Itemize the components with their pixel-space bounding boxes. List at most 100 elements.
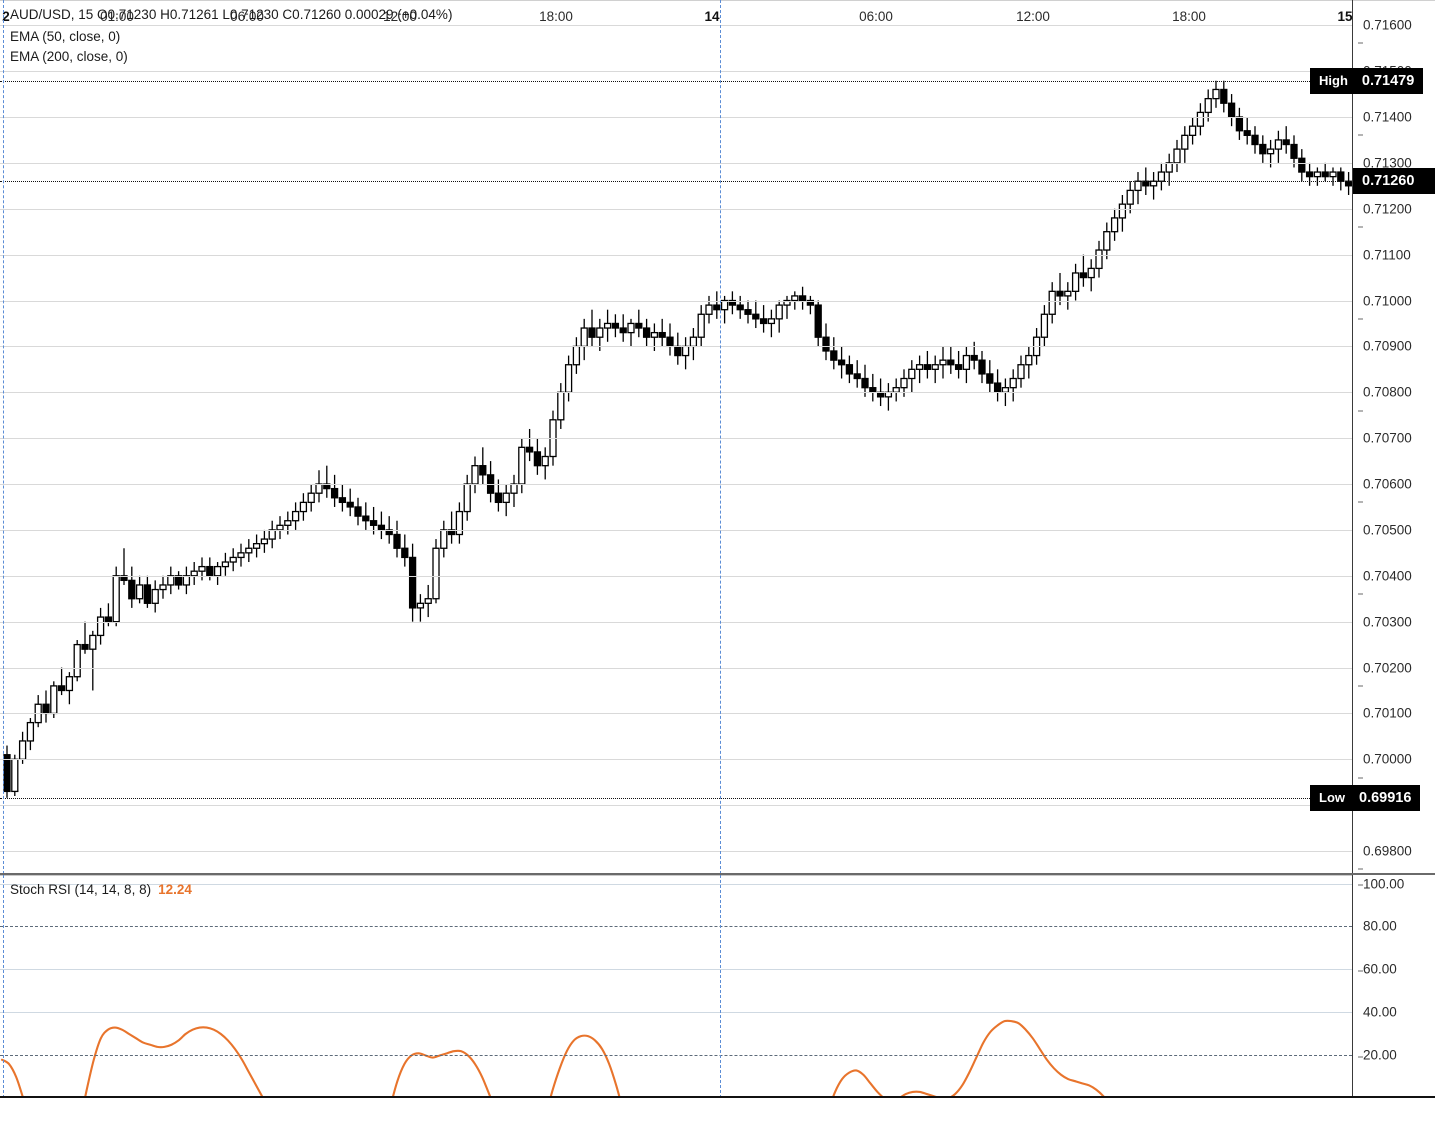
candle-body-up	[502, 492, 510, 504]
ema200-legend[interactable]: EMA (200, close, 0)	[10, 49, 128, 64]
candle-body-up	[463, 483, 471, 513]
candle-body-up	[182, 575, 191, 586]
candle-body-down	[174, 575, 183, 586]
candle-body-down	[642, 327, 651, 338]
time-axis[interactable]: 2 01:00 06:00 12:00 18:00 14 06:00 12:00 18:00 15	[0, 0, 1435, 35]
candle-body-up	[112, 575, 120, 623]
low-price-badge: Low 0.69916	[1310, 784, 1421, 811]
day-separator	[720, 875, 721, 1098]
candle-body-up	[518, 446, 526, 485]
candle-body-up	[564, 364, 573, 393]
axis-tick	[1358, 42, 1363, 44]
candle-body-up	[291, 510, 300, 522]
candle-body-down	[525, 446, 534, 453]
candle-body-up	[1064, 290, 1072, 297]
gridline	[0, 713, 1352, 715]
candle-body-up	[159, 584, 167, 591]
candle-body-down	[861, 377, 869, 389]
candle-body-up	[1196, 111, 1205, 127]
pane-separator[interactable]	[0, 873, 1435, 875]
time-axis-time-label: 18:00	[1172, 9, 1206, 24]
candle-body-up	[1126, 189, 1134, 205]
candle-body-down	[1227, 102, 1236, 118]
candle-body-up	[1266, 148, 1275, 155]
candle-body-down	[752, 313, 760, 320]
candle-body-down	[362, 515, 370, 522]
rsi-bottom-border	[0, 1096, 1435, 1098]
candle-body-down	[713, 304, 721, 311]
gridline	[0, 667, 1352, 669]
time-axis-time-label: 06:00	[230, 9, 264, 24]
candle-body-down	[744, 309, 752, 315]
price-axis-label: 0.70400	[1363, 568, 1412, 584]
rsi-gridline	[0, 1012, 1352, 1014]
candle-body-down	[666, 336, 674, 348]
high-badge-tag: High	[1319, 73, 1348, 89]
candle-body-up	[697, 313, 705, 338]
rsi-axis-label: 60.00	[1358, 962, 1397, 1058]
price-plot-area[interactable]	[0, 0, 1352, 874]
candle-body-down	[533, 451, 542, 467]
candle-body-up	[229, 556, 237, 563]
stoch-rsi-line	[0, 1019, 1107, 1098]
candle-body-up	[268, 529, 276, 540]
candle-body-down	[1290, 143, 1298, 159]
low-level-line	[0, 797, 1352, 799]
candle-body-down	[674, 345, 682, 357]
rsi-range-band	[0, 875, 1352, 1004]
candle-body-up	[1025, 354, 1033, 366]
candle-body-up	[11, 758, 19, 793]
stoch-rsi-plot-area[interactable]	[0, 875, 1352, 1098]
candle-body-up	[237, 552, 245, 559]
price-axis-label: 0.70100	[1363, 705, 1412, 721]
candle-body-up	[1040, 313, 1049, 338]
time-axis-time-label: 12:00	[383, 9, 417, 24]
stoch-rsi-label: Stoch RSI (14, 14, 8, 8)	[10, 882, 152, 897]
axis-tick	[1358, 1056, 1363, 1058]
price-axis-label: 0.70700	[1358, 431, 1412, 870]
candle-body-down	[978, 359, 986, 375]
price-axis-label: 0.70000	[1363, 751, 1412, 767]
candle-body-down	[369, 520, 378, 526]
candle-body-up	[416, 602, 425, 609]
candle-body-up	[1110, 217, 1119, 233]
rsi-axis[interactable]: 100.00 80.00 60.00 40.00 20.00	[1352, 875, 1435, 1098]
candle-body-up	[775, 304, 783, 320]
candle-body-up	[307, 492, 315, 504]
candle-body-down	[635, 322, 643, 329]
candle-body-down	[1298, 157, 1306, 173]
candle-body-up	[720, 299, 729, 311]
candle-body-up	[167, 575, 175, 586]
price-axis-label: 0.70800	[1358, 385, 1412, 779]
candle-body-down	[3, 754, 11, 793]
candle-body-down	[330, 487, 339, 499]
price-pane: 0.716000.715000.714000.713000.712000.711…	[0, 0, 1435, 1054]
candle-body-up	[939, 359, 947, 366]
ema50-legend[interactable]: EMA (50, close, 0)	[10, 29, 121, 44]
price-axis-label: 0.70600	[1358, 477, 1412, 962]
gridline	[0, 484, 1352, 486]
candle-body-up	[135, 584, 144, 600]
candle-body-down	[947, 359, 955, 366]
stoch-rsi-legend[interactable]: Stoch RSI (14, 14, 8, 8) 12.24	[10, 882, 192, 897]
candle-body-down	[1235, 116, 1244, 132]
candle-body-up	[1165, 162, 1173, 173]
axis-tick	[1358, 134, 1363, 136]
candle-body-down	[923, 364, 932, 370]
candle-body-up	[603, 322, 612, 329]
candle-body-up	[213, 565, 222, 577]
rsi-top-border	[0, 875, 1352, 876]
candle-body-up	[50, 685, 58, 715]
day-separator	[3, 0, 4, 874]
rsi-axis-label: 100.00	[1358, 876, 1404, 891]
candle-body-down	[1337, 171, 1345, 182]
rsi-threshold-line	[0, 926, 1352, 928]
candle-body-down	[1282, 139, 1290, 146]
candle-body-down	[822, 336, 830, 352]
rsi-axis-label: 40.00	[1363, 1004, 1397, 1020]
axis-tick	[1358, 777, 1363, 779]
price-axis[interactable]: 0.716000.715000.714000.713000.712000.711…	[1352, 0, 1435, 1054]
candle-body-down	[759, 318, 768, 325]
time-axis-date-label: 2	[2, 9, 10, 24]
candle-body-down	[1321, 171, 1329, 178]
